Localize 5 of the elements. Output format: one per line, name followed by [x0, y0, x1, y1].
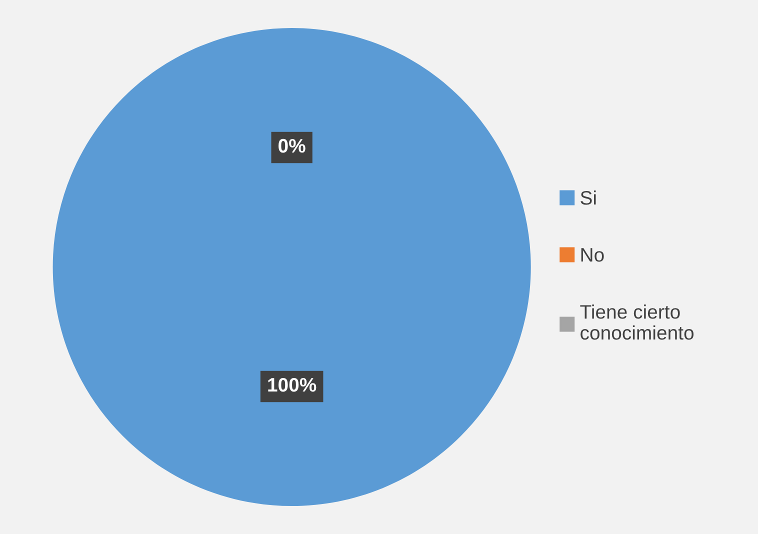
text: 0%: [278, 138, 306, 153]
legend-label: Tiene cierto conocimiento: [580, 304, 694, 340]
legend-label: Si: [580, 190, 596, 205]
legend-label: No: [581, 248, 604, 262]
data-label: 100%: [268, 378, 316, 392]
